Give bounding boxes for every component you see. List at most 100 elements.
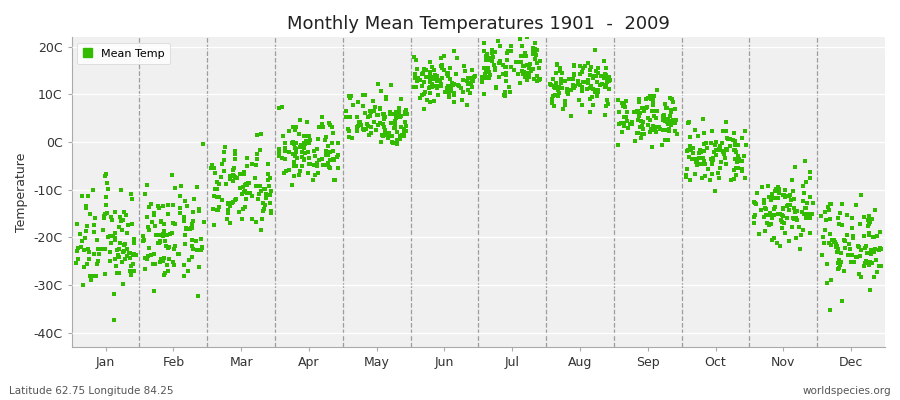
Point [588, 46, 602, 53]
Point [527, 56, 542, 62]
Point [591, 87, 606, 93]
Point [478, 55, 492, 62]
Point [831, 266, 845, 272]
Point [210, 179, 224, 186]
Point [292, 130, 307, 137]
Point [238, 188, 253, 195]
Point [250, 156, 265, 162]
Point [845, 234, 859, 241]
Point [732, 158, 746, 164]
Point [217, 156, 231, 163]
Point [689, 159, 704, 165]
Point [395, 132, 410, 138]
Legend: Mean Temp: Mean Temp [77, 43, 170, 64]
Point [611, 109, 625, 116]
Point [517, 63, 531, 70]
Point [445, 88, 459, 94]
Point [823, 216, 837, 222]
Point [249, 219, 264, 225]
Point [212, 181, 227, 188]
Point [369, 127, 383, 133]
Point [100, 233, 114, 240]
Point [286, 124, 301, 131]
Point [572, 82, 587, 88]
Point [122, 250, 137, 256]
Point [566, 62, 580, 69]
Point [794, 232, 808, 238]
Point [140, 182, 154, 188]
Point [184, 254, 199, 260]
Point [756, 197, 770, 203]
Point [616, 103, 630, 110]
Point [312, 124, 327, 130]
Point [408, 74, 422, 81]
Point [307, 162, 321, 169]
Point [110, 246, 124, 253]
Point [668, 120, 682, 126]
Point [670, 131, 684, 137]
Point [598, 112, 613, 118]
Point [104, 240, 119, 246]
Point [820, 260, 834, 267]
Point [361, 113, 375, 120]
Point [663, 113, 678, 119]
Point [594, 73, 608, 79]
Point [852, 271, 867, 278]
Point [583, 85, 598, 91]
Point [445, 80, 459, 86]
Point [162, 256, 176, 262]
Point [868, 246, 882, 252]
Point [351, 99, 365, 105]
Point [321, 120, 336, 126]
Point [771, 194, 786, 201]
Point [572, 97, 586, 104]
Point [662, 128, 676, 134]
Point [342, 92, 356, 99]
Point [359, 126, 374, 132]
Point [122, 222, 136, 228]
Point [803, 169, 817, 176]
Point [500, 56, 515, 63]
Point [118, 256, 132, 262]
Point [316, 162, 330, 168]
Point [195, 244, 210, 251]
Point [544, 82, 558, 88]
Point [429, 84, 444, 91]
Point [718, 118, 733, 125]
Point [529, 47, 544, 53]
Point [407, 54, 421, 60]
Point [784, 197, 798, 203]
Point [388, 122, 402, 128]
Point [96, 213, 111, 220]
Point [456, 89, 471, 96]
Point [184, 243, 199, 250]
Point [521, 74, 535, 80]
Point [237, 168, 251, 175]
Point [409, 57, 423, 64]
Point [513, 80, 527, 86]
Point [458, 68, 473, 74]
Point [375, 132, 390, 138]
Point [561, 87, 575, 93]
Point [648, 124, 662, 131]
Point [379, 95, 393, 102]
Point [112, 246, 126, 252]
Point [123, 271, 138, 278]
Point [530, 72, 544, 79]
Point [415, 83, 429, 90]
Point [489, 84, 503, 90]
Point [208, 186, 222, 192]
Point [510, 70, 525, 77]
Point [747, 214, 761, 220]
Point [649, 129, 663, 135]
Point [496, 61, 510, 68]
Point [777, 220, 791, 226]
Point [500, 48, 515, 54]
Point [858, 245, 872, 252]
Point [709, 138, 724, 145]
Point [828, 244, 842, 250]
Point [475, 74, 490, 80]
Point [275, 132, 290, 139]
Point [640, 104, 654, 110]
Point [780, 203, 795, 209]
